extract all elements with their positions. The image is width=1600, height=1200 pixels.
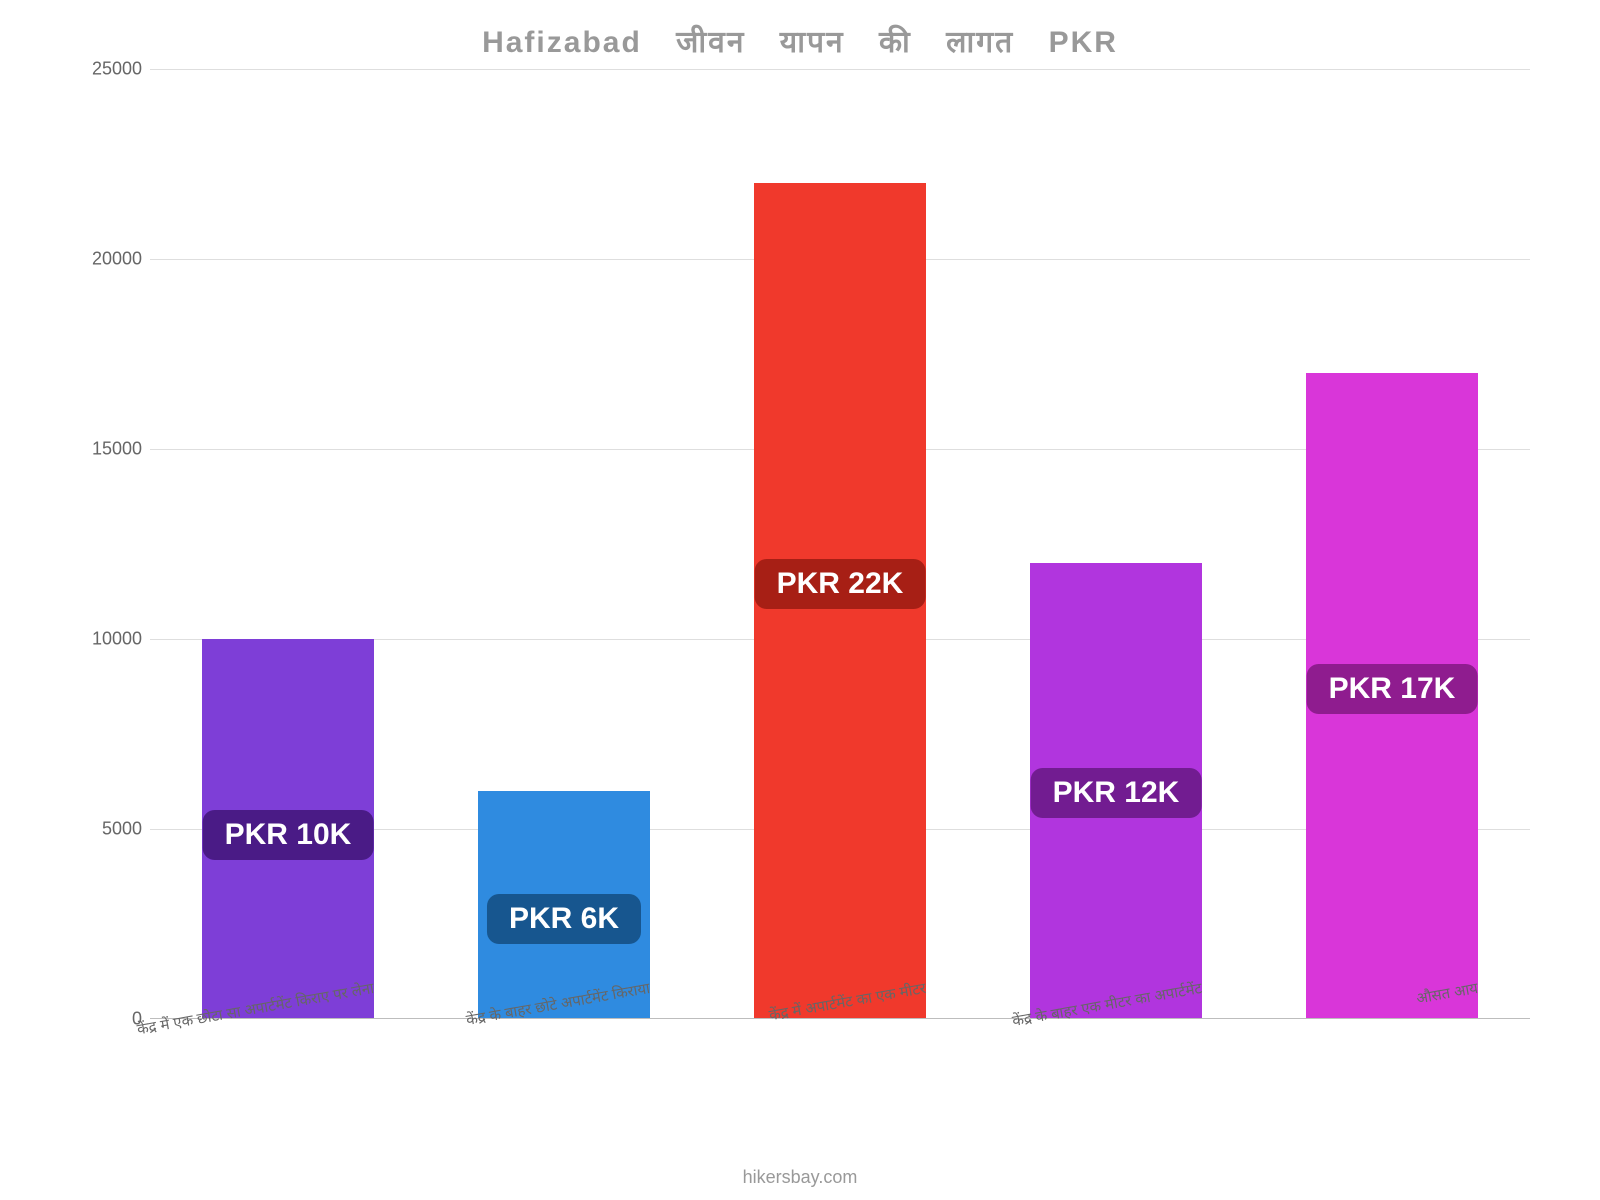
plot-area: 0500010000150002000025000 PKR 10KPKR 6KP… (60, 69, 1540, 1019)
y-tick-label: 10000 (92, 629, 142, 650)
x-tick-label: केंद्र में एक छोटा सा अपार्टमेंट किराए प… (136, 978, 376, 1039)
bar-value-badge: PKR 12K (1031, 768, 1202, 818)
bar-value-badge: PKR 10K (203, 810, 374, 860)
x-axis-labels: केंद्र में एक छोटा सा अपार्टमेंट किराए प… (150, 970, 1530, 1090)
bar-value-badge: PKR 17K (1307, 664, 1478, 714)
plot-inner: PKR 10K PKR 6K PKR 22K PKR 12K PKR 17K (150, 69, 1530, 1019)
bar: PKR 17K (1306, 373, 1477, 1019)
x-tick-label: केंद्र में अपार्टमेंट का एक मीटर (767, 978, 927, 1025)
x-tick-label: केंद्र के बाहर छोटे अपार्टमेंट किराया (465, 978, 652, 1030)
x-tick-label: केंद्र के बाहर एक मीटर का अपार्टमेंट (1011, 978, 1204, 1031)
y-tick-label: 20000 (92, 249, 142, 270)
bar: PKR 12K (1030, 563, 1201, 1019)
chart-container: Hafizabad जीवन यापन की लागत PKR 05000100… (60, 20, 1540, 1130)
y-tick-label: 5000 (102, 819, 142, 840)
bar-value-badge: PKR 6K (487, 894, 641, 944)
chart-title: Hafizabad जीवन यापन की लागत PKR (60, 20, 1540, 61)
bars-group: PKR 10K PKR 6K PKR 22K PKR 12K PKR 17K (150, 69, 1530, 1019)
bar-value-badge: PKR 22K (755, 559, 926, 609)
x-tick-label: औसत आय (1415, 978, 1480, 1009)
y-tick-label: 15000 (92, 439, 142, 460)
y-tick-label: 25000 (92, 59, 142, 80)
footer-attribution: hikersbay.com (0, 1167, 1600, 1188)
bar: PKR 22K (754, 183, 925, 1019)
bar: PKR 10K (202, 639, 373, 1019)
y-axis: 0500010000150002000025000 (60, 69, 150, 1019)
